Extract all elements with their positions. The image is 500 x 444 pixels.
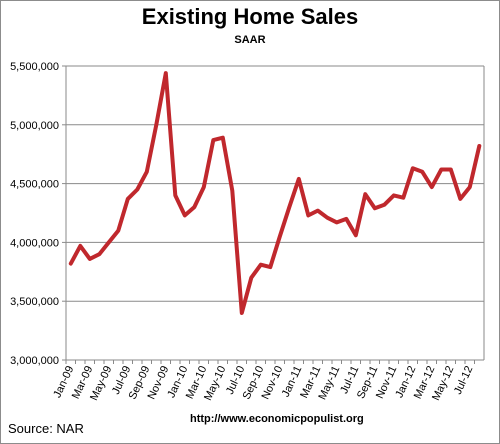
data-point <box>78 244 82 248</box>
y-tick-label: 4,500,000 <box>10 179 59 191</box>
source-url: http://www.economicpopulist.org <box>190 413 364 425</box>
data-point <box>306 213 310 217</box>
data-point <box>316 209 320 213</box>
data-point <box>468 185 472 189</box>
data-point <box>145 170 149 174</box>
data-point <box>363 192 367 196</box>
data-point <box>88 257 92 261</box>
data-point <box>173 193 177 197</box>
axes <box>65 66 485 360</box>
y-axis-ticks: 3,000,000 3,500,000 4,000,000 4,500,000 5,00… <box>10 61 66 367</box>
source-note: Source: NAR <box>8 421 84 436</box>
data-point <box>97 252 101 256</box>
data-point <box>449 167 453 171</box>
data-point <box>135 187 139 191</box>
data-point <box>249 276 253 280</box>
y-tick-label: 5,500,000 <box>10 61 59 73</box>
data-point <box>116 229 120 233</box>
data-point <box>344 217 348 221</box>
data-point <box>230 189 234 193</box>
data-point <box>335 220 339 224</box>
data-point <box>126 197 130 201</box>
data-point <box>192 205 196 209</box>
data-point <box>420 170 424 174</box>
series-line <box>68 71 482 315</box>
data-point <box>430 185 434 189</box>
data-point <box>382 203 386 207</box>
series-existing-home-sales <box>68 71 482 315</box>
chart-title: Existing Home Sales <box>141 4 359 29</box>
y-tick-label: 3,000,000 <box>10 355 59 367</box>
data-point <box>202 185 206 189</box>
gridlines <box>66 65 484 361</box>
data-point <box>458 197 462 201</box>
data-point <box>259 263 263 267</box>
y-tick-label: 3,500,000 <box>10 296 59 308</box>
data-point <box>287 205 291 209</box>
chart-subtitle: SAAR <box>234 34 266 46</box>
data-point <box>69 262 73 266</box>
data-point <box>154 123 158 127</box>
data-point <box>411 166 415 170</box>
data-point <box>392 193 396 197</box>
data-point <box>211 138 215 142</box>
data-point <box>278 235 282 239</box>
data-point <box>107 240 111 244</box>
data-point <box>439 167 443 171</box>
x-axis-ticks: Jan-09Mar-09May-09Jul-09Sep-09Nov-09Jan-… <box>51 360 475 403</box>
data-point <box>183 213 187 217</box>
y-tick-label: 5,000,000 <box>10 120 59 132</box>
data-point <box>325 216 329 220</box>
data-point <box>297 177 301 181</box>
data-point <box>354 233 358 237</box>
data-point <box>268 265 272 269</box>
data-point <box>240 311 244 315</box>
y-tick-label: 4,000,000 <box>10 237 59 249</box>
data-point <box>373 206 377 210</box>
data-point <box>477 144 481 148</box>
data-point <box>221 136 225 140</box>
data-point <box>164 71 168 75</box>
data-point <box>401 196 405 200</box>
